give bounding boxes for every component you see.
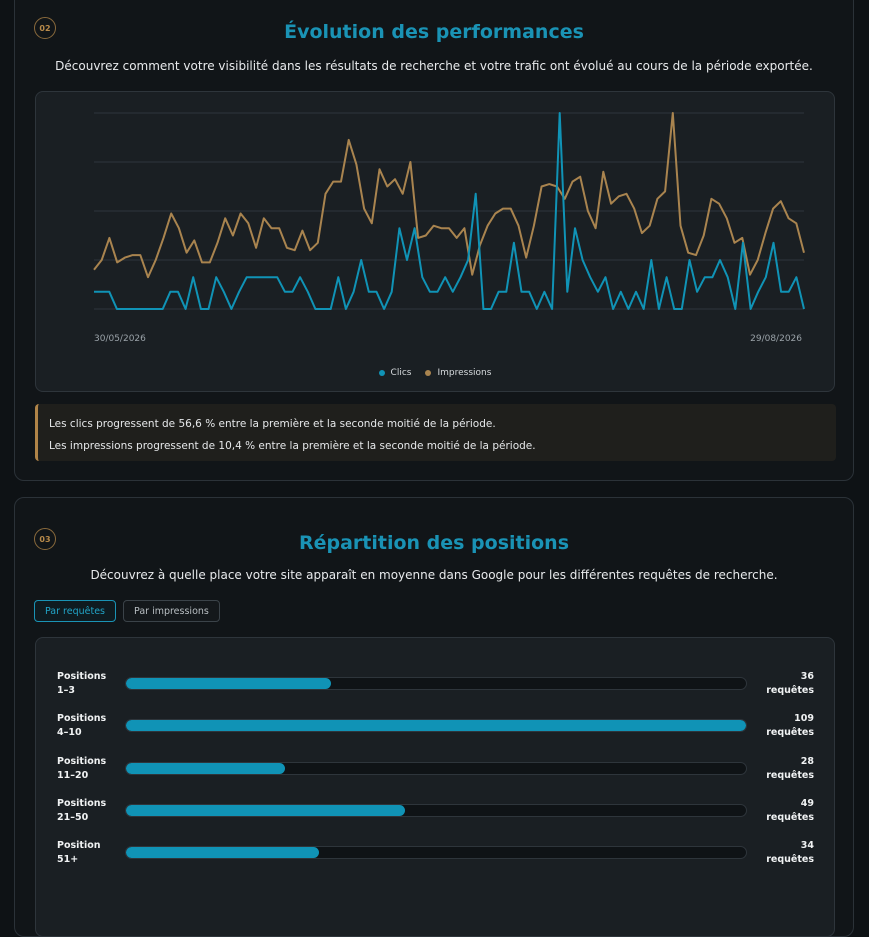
legend-label-impressions: Impressions [437,368,492,378]
clicks-legend-dot-icon [378,370,385,376]
count-value: 49 [800,798,814,809]
legend-item-clicks[interactable]: Clics [378,368,412,378]
position-row: Positions 4–10 109 requêtes [36,712,834,742]
section-subtitle: Découvrez à quelle place votre site appa… [90,568,778,582]
position-count: 49 requêtes [744,797,814,825]
legend-label-clicks: Clics [390,368,412,378]
position-bar-track [125,846,747,859]
performance-line-chart [93,112,805,310]
legend-item-impressions[interactable]: Impressions [425,368,491,378]
count-value: 36 [800,671,814,682]
x-axis-start-date: 30/05/2026 [94,334,146,344]
clicks-series-line[interactable] [94,112,805,310]
count-value: 28 [800,756,814,767]
positions-view-tabs: Par requêtes Par impressions [34,600,220,622]
position-bar-track [125,677,747,690]
position-range-label: Position 51+ [57,840,101,865]
position-count: 36 requêtes [744,670,814,698]
position-row: Positions 21–50 49 requêtes [36,797,834,827]
count-unit: requêtes [766,854,814,865]
tab-by-impressions[interactable]: Par impressions [123,600,220,622]
impressions-legend-dot-icon [425,370,432,376]
x-axis-end-date: 29/08/2026 [750,334,802,344]
section-number-badge: 03 [34,528,56,550]
position-bar-fill [126,763,286,774]
position-bar-track [125,719,747,732]
section-title: Évolution des performances [284,21,584,43]
count-unit: requêtes [766,685,814,696]
impressions-series-line[interactable] [93,112,805,279]
count-value: 34 [800,840,814,851]
position-range-label: Positions 21–50 [57,798,107,823]
positions-section: 03 Répartition des positions Découvrez à… [14,497,854,937]
count-value: 109 [794,713,814,724]
performance-chart-panel: 30/05/2026 29/08/2026 Clics Impressions [35,91,835,392]
count-unit: requêtes [766,770,814,781]
performance-insights-box: Les clics progressent de 56,6 % entre la… [35,404,836,461]
section-number-badge: 02 [34,17,56,39]
tab-by-queries[interactable]: Par requêtes [34,600,117,622]
section-title: Répartition des positions [298,532,570,554]
section-subtitle: Découvrez comment votre visibilité dans … [55,59,813,73]
position-count: 34 requêtes [744,839,814,867]
position-count: 28 requêtes [744,755,814,783]
position-row: Position 51+ 34 requêtes [36,839,834,869]
position-count: 109 requêtes [744,712,814,740]
position-row: Positions 11–20 28 requêtes [36,755,834,785]
position-bar-fill [126,847,320,858]
position-row: Positions 1–3 36 requêtes [36,670,834,700]
position-range-label: Positions 11–20 [57,756,107,781]
position-bar-fill [126,678,331,689]
performance-section: 02 Évolution des performances Découvrez … [14,0,854,481]
position-bar-track [125,762,747,775]
chart-legend: Clics Impressions [36,368,834,378]
count-unit: requêtes [766,812,814,823]
positions-bars-panel: Positions 1–3 36 requêtes Positions 4–10 … [35,637,835,937]
position-range-label: Positions 4–10 [57,713,107,738]
position-bar-track [125,804,747,817]
position-range-label: Positions 1–3 [57,671,107,696]
insight-clicks: Les clics progressent de 56,6 % entre la… [49,418,496,430]
insight-impressions: Les impressions progressent de 10,4 % en… [49,440,536,452]
position-bar-fill [126,720,746,731]
count-unit: requêtes [766,727,814,738]
position-bar-fill [126,805,405,816]
